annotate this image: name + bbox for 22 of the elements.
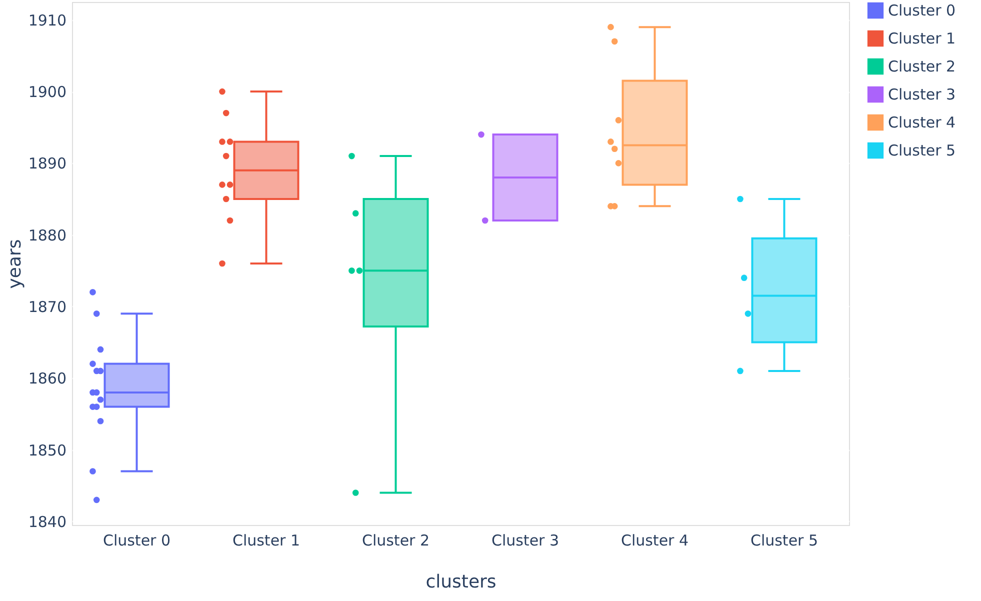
x-tick-label: Cluster 2: [362, 532, 430, 550]
legend-label: Cluster 2: [888, 58, 956, 76]
y-tick-label: 1910: [28, 11, 66, 30]
x-tick-label: Cluster 4: [620, 532, 689, 550]
y-tick-label: 1860: [28, 370, 66, 388]
legend-label: Cluster 4: [888, 114, 956, 132]
legend-label: Cluster 3: [888, 86, 956, 104]
x-tick-label: Cluster 1: [232, 532, 300, 550]
x-tick-label: Cluster 3: [491, 532, 560, 550]
y-tick-label: 1840: [28, 512, 66, 531]
legend-label: Cluster 5: [888, 142, 956, 160]
y-tick-label: 1850: [28, 441, 66, 460]
y-tick-label: 1890: [28, 154, 66, 173]
x-tick-label: Cluster 0: [102, 532, 171, 550]
y-tick-label: 1880: [28, 226, 66, 244]
x-axis-title: clusters: [426, 572, 496, 592]
y-tick-label: 1870: [28, 298, 66, 316]
legend-label: Cluster 1: [888, 30, 956, 48]
y-tick-label: 1900: [28, 83, 66, 102]
y-axis-title: years: [4, 239, 26, 289]
x-tick-label: Cluster 5: [750, 532, 818, 550]
legend-label: Cluster 0: [888, 2, 956, 20]
